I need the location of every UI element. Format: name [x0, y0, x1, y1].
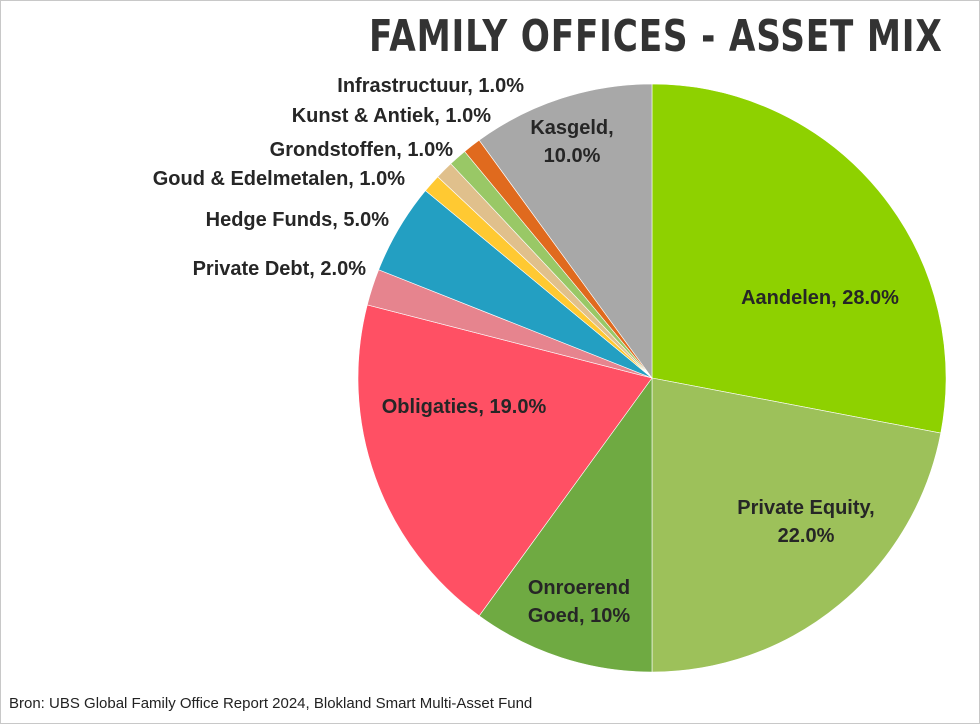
pie-label-onroerend-goed: Onroerend Goed, 10% [528, 577, 630, 627]
pie-slice-aandelen [651, 83, 947, 434]
pie-label-hedge-funds: Hedge Funds, 5.0% [206, 209, 390, 231]
pie-label-grondstoffen: Grondstoffen, 1.0% [270, 139, 454, 161]
pie-slice-kasgeld [478, 83, 653, 379]
pie-label-private-debt: Private Debt, 2.0% [193, 258, 367, 280]
pie-slice-obligaties [357, 304, 653, 617]
pie-label-goud-edelmetalen: Goud & Edelmetalen, 1.0% [153, 168, 406, 190]
pie-label-kasgeld: Kasgeld, 10.0% [530, 117, 613, 167]
pie-label-private-equity: Private Equity, 22.0% [737, 497, 874, 547]
pie-label-infrastructuur: Infrastructuur, 1.0% [337, 75, 524, 97]
chart-title: FAMILY OFFICES - ASSET MIX [369, 11, 943, 62]
source-note: Bron: UBS Global Family Office Report 20… [9, 695, 533, 712]
pie-slice-private-equity [651, 377, 942, 673]
pie-label-kunst-antiek: Kunst & Antiek, 1.0% [292, 105, 492, 127]
pie-slice-onroerend-goed [478, 377, 653, 673]
pie-label-aandelen: Aandelen, 28.0% [741, 287, 899, 309]
pie-label-obligaties: Obligaties, 19.0% [382, 396, 547, 418]
